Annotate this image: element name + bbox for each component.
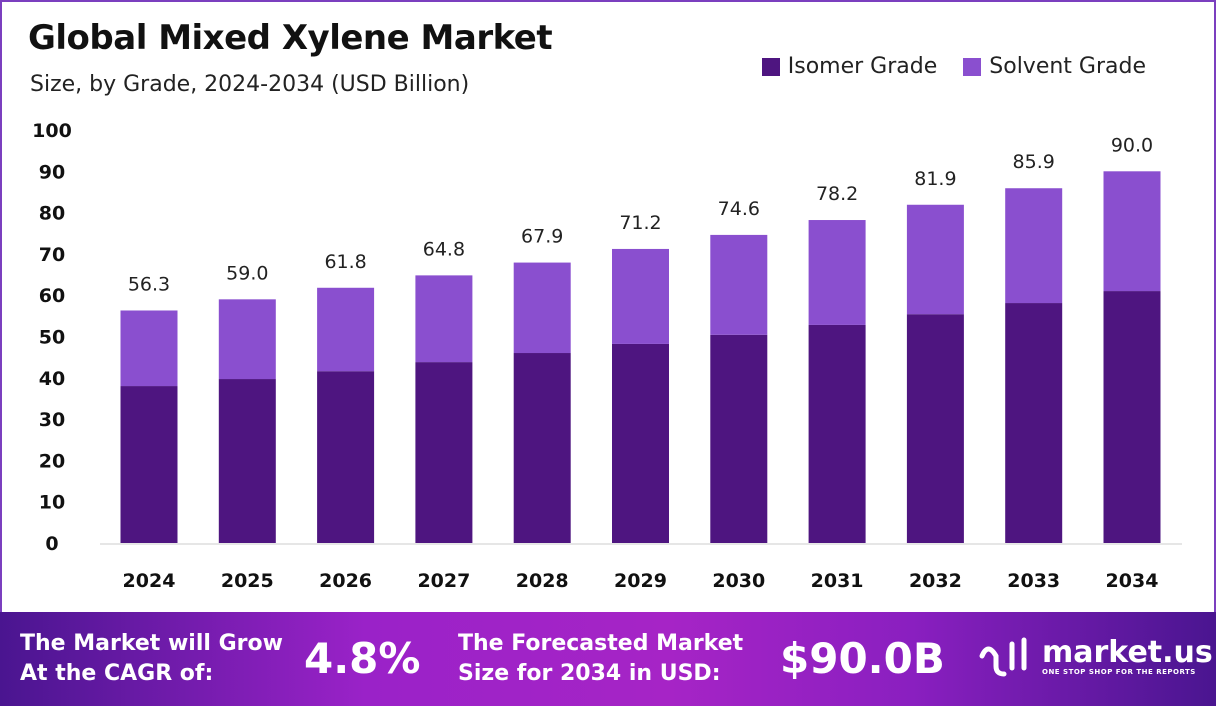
x-tick-label: 2024 (123, 570, 176, 592)
logo-tagline: ONE STOP SHOP FOR THE REPORTS (1042, 668, 1196, 676)
x-tick-label: 2034 (1106, 570, 1159, 592)
total-label: 85.9 (1013, 151, 1055, 173)
bar-isomer-2029 (612, 343, 669, 543)
y-tick-label: 40 (39, 368, 65, 390)
y-tick-label: 70 (39, 244, 65, 266)
bar-solvent-2029 (612, 248, 669, 344)
bar-chart: 010203040506070809010056.3202459.0202561… (32, 120, 1182, 592)
y-tick-label: 90 (39, 161, 65, 183)
x-tick-label: 2033 (1007, 570, 1060, 592)
cagr-label-line2: At the CAGR of: (20, 661, 214, 686)
logo-icon (979, 637, 1027, 677)
legend-item-isomer: Isomer Grade (761, 54, 938, 79)
bar-isomer-2032 (906, 314, 964, 543)
chart-subtitle: Size, by Grade, 2024-2034 (USD Billion) (30, 72, 470, 97)
x-tick-label: 2032 (909, 570, 962, 592)
total-label: 64.8 (423, 238, 465, 260)
bar-isomer-2024 (120, 386, 178, 543)
chart-title: Global Mixed Xylene Market (28, 18, 553, 58)
x-tick-label: 2030 (712, 570, 765, 592)
footer-banner: The Market will Grow At the CAGR of: 4.8… (0, 612, 1216, 706)
bar-isomer-2028 (513, 353, 571, 543)
x-tick-label: 2025 (221, 570, 274, 592)
bar-solvent-2031 (808, 220, 866, 325)
bar-isomer-2030 (710, 334, 768, 543)
total-label: 71.2 (619, 212, 661, 234)
forecast-value: $90.0B (780, 634, 945, 683)
legend: Isomer Grade Solvent Grade (761, 54, 1146, 79)
y-tick-label: 80 (39, 203, 65, 225)
legend-label: Solvent Grade (989, 54, 1146, 79)
bar-solvent-2030 (710, 234, 768, 335)
y-tick-label: 20 (39, 450, 65, 472)
bar-solvent-2032 (906, 204, 964, 315)
legend-label: Isomer Grade (787, 54, 938, 79)
y-tick-label: 10 (39, 492, 65, 514)
x-tick-label: 2026 (319, 570, 372, 592)
bar-solvent-2027 (415, 275, 473, 363)
bar-isomer-2027 (415, 362, 473, 543)
total-label: 61.8 (324, 251, 366, 273)
total-label: 78.2 (816, 183, 858, 205)
y-tick-label: 100 (32, 120, 72, 142)
forecast-label-line1: The Forecasted Market (458, 631, 744, 656)
bar-solvent-2028 (513, 262, 571, 354)
bar-isomer-2033 (1005, 303, 1063, 543)
bar-isomer-2025 (218, 379, 276, 543)
y-tick-label: 50 (39, 327, 65, 349)
legend-item-solvent: Solvent Grade (963, 54, 1146, 79)
cagr-label-line1: The Market will Grow (20, 631, 283, 656)
forecast-label-line2: Size for 2034 in USD: (458, 661, 721, 686)
bar-isomer-2026 (317, 371, 375, 543)
bar-solvent-2024 (120, 310, 178, 387)
bar-solvent-2033 (1005, 188, 1063, 304)
bar-isomer-2031 (808, 324, 866, 543)
x-tick-label: 2031 (811, 570, 864, 592)
bar-solvent-2034 (1103, 171, 1161, 292)
total-label: 74.6 (718, 198, 760, 220)
x-tick-label: 2029 (614, 570, 667, 592)
total-label: 90.0 (1111, 134, 1153, 156)
legend-swatch-isomer (761, 57, 780, 76)
x-tick-label: 2028 (516, 570, 569, 592)
logo-name: market.us (1042, 635, 1213, 670)
bar-solvent-2026 (317, 287, 375, 372)
cagr-label: The Market will Grow At the CAGR of: (20, 629, 283, 689)
total-label: 59.0 (226, 262, 268, 284)
market-us-logo: market.us ONE STOP SHOP FOR THE REPORTS (978, 636, 1213, 678)
total-label: 67.9 (521, 226, 563, 248)
legend-swatch-solvent (963, 57, 982, 76)
total-label: 56.3 (128, 273, 170, 295)
cagr-value: 4.8% (304, 634, 421, 683)
bar-isomer-2034 (1103, 291, 1161, 543)
forecast-label: The Forecasted Market Size for 2034 in U… (458, 629, 743, 689)
y-tick-label: 30 (39, 409, 65, 431)
bar-solvent-2025 (218, 299, 276, 380)
y-tick-label: 60 (39, 285, 65, 307)
y-tick-label: 0 (45, 533, 58, 555)
x-tick-label: 2027 (417, 570, 470, 592)
total-label: 81.9 (914, 168, 956, 190)
